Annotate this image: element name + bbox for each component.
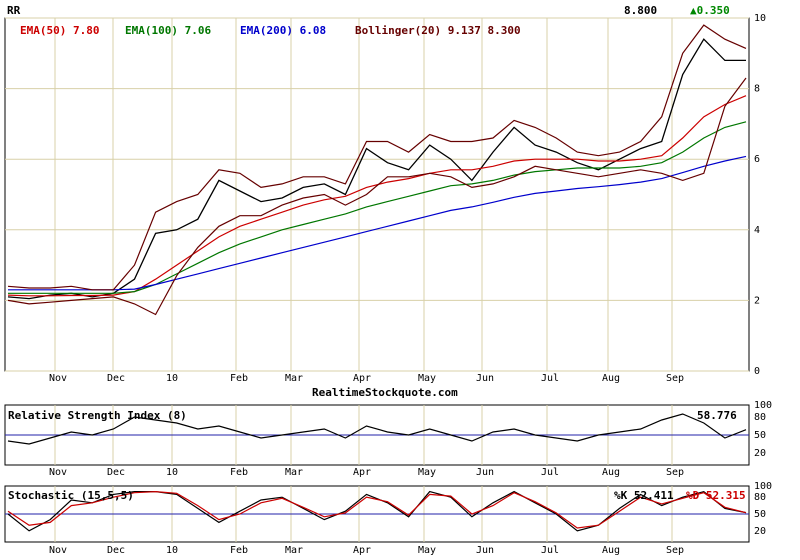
stoch-title: Stochastic (15,5,5): [8, 489, 134, 502]
rsi-series-rsi: [7, 413, 747, 445]
stoch-x-tick-label: Jun: [476, 545, 494, 556]
site-label: RealtimeStockquote.com: [312, 386, 458, 399]
rsi-y-tick-label: 80: [754, 412, 766, 423]
stoch-x-tick-label: Mar: [285, 545, 303, 556]
price-y-tick-label: 10: [754, 13, 766, 24]
price-series-ema-200: [8, 155, 747, 291]
price-x-tick-label: Jul: [541, 373, 559, 384]
rsi-x-tick-label: Aug: [602, 467, 620, 478]
price-series-price: [7, 38, 746, 300]
rsi-y-tick-label: 100: [754, 400, 772, 411]
price-series-ema-100: [8, 121, 747, 294]
price-x-tick-label: Sep: [666, 373, 684, 384]
price-panel-frame: [4, 17, 750, 372]
price-series-bollinger-upper: [7, 24, 747, 291]
stoch-x-tick-label: Feb: [230, 545, 248, 556]
stoch-y-tick-label: 20: [754, 526, 766, 537]
rsi-x-tick-label: Sep: [666, 467, 684, 478]
price-y-tick-label: 4: [754, 225, 760, 236]
stoch-k-label: %K 52.411: [614, 489, 674, 502]
legend-ema100: EMA(100) 7.06: [125, 24, 211, 37]
symbol-label: RR: [7, 4, 21, 17]
price-x-tick-label: Nov: [49, 373, 67, 384]
price-x-tick-label: Aug: [602, 373, 620, 384]
legend-ema50: EMA(50) 7.80: [20, 24, 99, 37]
price-y-tick-label: 0: [754, 366, 760, 377]
legend-bollinger: Bollinger(20) 9.137 8.300: [355, 24, 521, 37]
stoch-y-tick-label: 50: [754, 509, 766, 520]
stoch-series-k: [7, 490, 747, 532]
rsi-x-tick-label: Jun: [476, 467, 494, 478]
stoch-y-tick-label: 80: [754, 492, 766, 503]
rsi-x-tick-label: May: [418, 467, 436, 478]
rsi-title: Relative Strength Index (8): [8, 409, 187, 422]
stoch-x-tick-label: 10: [166, 545, 178, 556]
price-y-tick-label: 6: [754, 154, 760, 165]
rsi-x-tick-label: 10: [166, 467, 178, 478]
stoch-x-tick-label: Apr: [353, 545, 371, 556]
stoch-x-tick-label: May: [418, 545, 436, 556]
grid-layer: 0 2 4 6 8 10 Nov Dec 10 Feb Mar Apr May Jun Jul Aug Sep 2…: [5, 13, 772, 556]
stoch-d-label: %D 52.315: [686, 489, 746, 502]
rsi-x-tick-label: Nov: [49, 467, 67, 478]
rsi-y-tick-label: 20: [754, 448, 766, 459]
rsi-x-tick-label: Dec: [107, 467, 125, 478]
price-x-tick-label: Feb: [230, 373, 248, 384]
change-label: ▲0.350: [690, 4, 730, 17]
stoch-x-tick-label: Aug: [602, 545, 620, 556]
stoch-x-tick-label: Nov: [49, 545, 67, 556]
series-layer: [7, 24, 747, 532]
price-x-tick-label: Dec: [107, 373, 125, 384]
rsi-y-tick-label: 50: [754, 430, 766, 441]
stoch-y-tick-label: 100: [754, 481, 772, 492]
stoch-x-tick-label: Dec: [107, 545, 125, 556]
price-series-bollinger-lower: [7, 77, 747, 316]
price-x-tick-label: May: [418, 373, 436, 384]
price-x-tick-label: Mar: [285, 373, 303, 384]
stoch-series-d: [7, 490, 747, 529]
rsi-x-tick-label: Jul: [541, 467, 559, 478]
rsi-last-value: 58.776: [697, 409, 737, 422]
text-layer: RR 8.800 ▲0.350 EMA(50) 7.80 EMA(100) 7.…: [7, 4, 746, 502]
rsi-x-tick-label: Mar: [285, 467, 303, 478]
price-x-tick-label: 10: [166, 373, 178, 384]
rsi-x-tick-label: Apr: [353, 467, 371, 478]
rsi-x-tick-label: Feb: [230, 467, 248, 478]
stoch-x-tick-label: Jul: [541, 545, 559, 556]
price-x-tick-label: Apr: [353, 373, 371, 384]
stoch-x-tick-label: Sep: [666, 545, 684, 556]
price-x-tick-label: Jun: [476, 373, 494, 384]
last-price-label: 8.800: [624, 4, 657, 17]
price-y-tick-label: 8: [754, 84, 760, 95]
price-y-tick-label: 2: [754, 295, 760, 306]
legend-ema200: EMA(200) 6.08: [240, 24, 326, 37]
